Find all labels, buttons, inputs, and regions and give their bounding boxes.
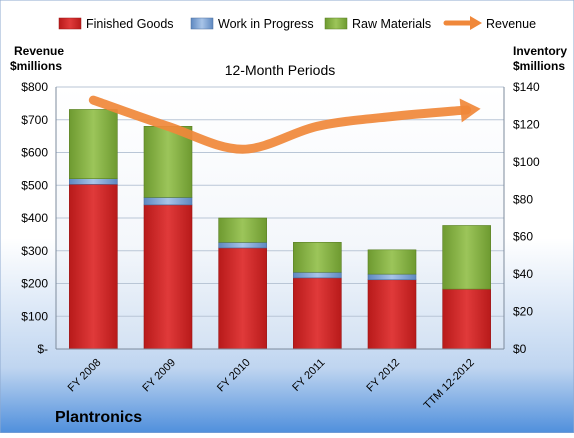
- left-tick-label: $300: [21, 244, 48, 258]
- legend-swatch-work-in-progress: [190, 17, 214, 30]
- bar-raw-materials: [367, 249, 417, 275]
- legend-label-revenue: Revenue: [486, 17, 536, 31]
- revenue-arrowhead: [459, 98, 481, 123]
- legend-label-raw-materials: Raw Materials: [352, 17, 431, 31]
- revenue-line: [88, 95, 472, 154]
- bar-work-in-progress: [218, 242, 267, 249]
- legend-swatch-raw-materials: [324, 17, 348, 30]
- bar-work-in-progress: [367, 273, 417, 281]
- left-tick-label: $100: [21, 309, 48, 323]
- right-tick-label: $100: [513, 155, 540, 169]
- line-layer: [88, 95, 481, 154]
- chart-title: 12-Month Periods: [225, 62, 336, 78]
- right-tick-label: $80: [513, 192, 533, 206]
- right-axis-title-line1: Inventory: [513, 44, 567, 58]
- right-tick-label: $0: [513, 342, 527, 356]
- company-name: Plantronics: [55, 409, 142, 426]
- right-tick-label: $140: [513, 80, 540, 94]
- legend-arrowhead-revenue: [470, 16, 482, 30]
- bar-raw-materials: [218, 217, 267, 243]
- left-axis-title-line1: Revenue: [14, 44, 64, 58]
- left-axis-title-line2: $millions: [10, 59, 62, 73]
- bar-raw-materials: [69, 109, 118, 180]
- bar-work-in-progress: [293, 271, 342, 279]
- left-tick-label: $400: [21, 211, 48, 225]
- bar-finished-goods: [69, 184, 118, 350]
- bar-layer: [69, 109, 491, 350]
- bar-finished-goods: [293, 277, 342, 350]
- bar-raw-materials: [293, 242, 342, 273]
- left-tick-label: $600: [21, 146, 48, 160]
- right-tick-label: $60: [513, 230, 533, 244]
- legend-swatch-finished-goods: [58, 17, 82, 30]
- legend-label-finished-goods: Finished Goods: [86, 17, 174, 31]
- left-tick-label: $500: [21, 178, 48, 192]
- right-tick-label: $40: [513, 267, 533, 281]
- bar-raw-materials: [442, 225, 491, 290]
- bar-finished-goods: [218, 247, 267, 350]
- right-tick-label: $120: [513, 117, 540, 131]
- bar-work-in-progress: [143, 197, 193, 206]
- left-tick-label: $-: [37, 342, 48, 356]
- right-axis-title-line2: $millions: [513, 59, 565, 73]
- left-tick-label: $800: [21, 80, 48, 94]
- grid-layer: [56, 86, 504, 350]
- right-tick-label: $20: [513, 305, 533, 319]
- legend: Finished Goods Work in Progress Raw Mate…: [58, 16, 536, 31]
- bar-finished-goods: [143, 204, 193, 350]
- left-tick-label: $200: [21, 277, 48, 291]
- left-tick-label: $700: [21, 113, 48, 127]
- bar-raw-materials: [143, 126, 193, 198]
- legend-label-work-in-progress: Work in Progress: [218, 17, 314, 31]
- bar-work-in-progress: [69, 178, 118, 185]
- bar-finished-goods: [442, 288, 491, 350]
- bar-finished-goods: [367, 279, 417, 350]
